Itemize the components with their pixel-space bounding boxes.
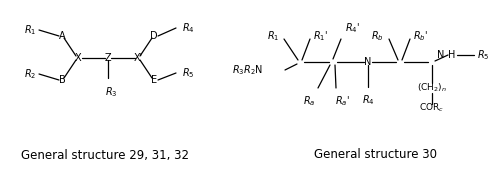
Text: $R_1$': $R_1$' bbox=[313, 29, 328, 43]
Text: $R_3$: $R_3$ bbox=[104, 85, 118, 99]
Text: COR$_c$: COR$_c$ bbox=[420, 102, 444, 114]
Text: X': X' bbox=[134, 53, 142, 63]
Text: X: X bbox=[74, 53, 82, 63]
Text: (CH$_2$)$_n$: (CH$_2$)$_n$ bbox=[417, 82, 447, 94]
Text: $R_4$': $R_4$' bbox=[345, 21, 360, 35]
Text: $R_a$': $R_a$' bbox=[335, 94, 350, 108]
Text: E: E bbox=[151, 75, 157, 85]
Text: $R_2$: $R_2$ bbox=[24, 67, 36, 81]
Text: $R_1$: $R_1$ bbox=[24, 23, 36, 37]
Text: $R_3$$R_2$N: $R_3$$R_2$N bbox=[232, 63, 263, 77]
Text: Z: Z bbox=[104, 53, 112, 63]
Text: $R_1$: $R_1$ bbox=[266, 29, 279, 43]
Text: A: A bbox=[58, 31, 66, 41]
Text: $R_5$: $R_5$ bbox=[182, 66, 194, 80]
Text: $R_5$: $R_5$ bbox=[477, 48, 490, 62]
Text: D: D bbox=[150, 31, 158, 41]
Text: General structure 29, 31, 32: General structure 29, 31, 32 bbox=[21, 148, 189, 162]
Text: $R_a$: $R_a$ bbox=[302, 94, 315, 108]
Text: N: N bbox=[364, 57, 372, 67]
Text: B: B bbox=[58, 75, 66, 85]
Text: $R_4$: $R_4$ bbox=[362, 93, 374, 107]
Text: N: N bbox=[436, 50, 444, 60]
Text: $R_b$: $R_b$ bbox=[372, 29, 384, 43]
Text: H: H bbox=[448, 50, 456, 60]
Text: $R_b$': $R_b$' bbox=[413, 29, 428, 43]
Text: General structure 30: General structure 30 bbox=[314, 148, 436, 162]
Text: $R_4$: $R_4$ bbox=[182, 21, 194, 35]
